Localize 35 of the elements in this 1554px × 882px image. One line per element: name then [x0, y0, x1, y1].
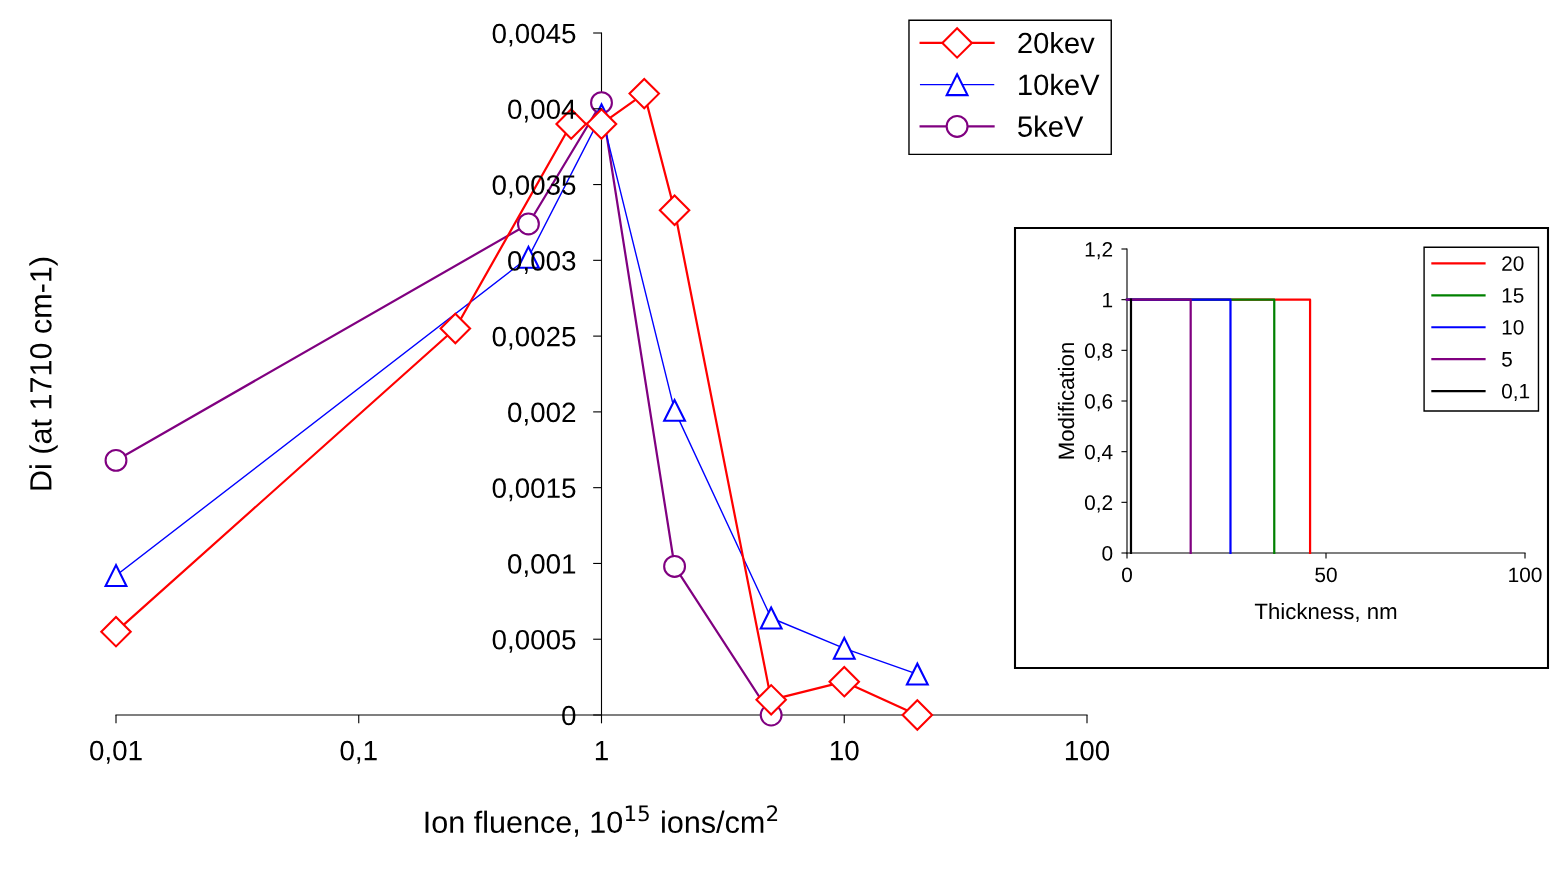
y-axis-title: Modification — [1057, 343, 1075, 459]
x-tick-label: 0,01 — [90, 740, 142, 764]
x-tick-label: 0,1 — [340, 740, 377, 764]
legend-label: 0,1 — [1501, 383, 1530, 402]
legend-label: 5 — [1502, 352, 1512, 367]
x-tick-label: 1 — [595, 741, 608, 761]
y-tick-label: 0,0005 — [492, 629, 576, 653]
y-tick-label: 0 — [562, 705, 576, 726]
legend-label: 20kev — [1018, 31, 1095, 54]
y-tick-label: 0,0025 — [492, 326, 576, 350]
x-tick-label: 50 — [1315, 567, 1337, 583]
y-tick-label: 0,0015 — [492, 478, 576, 502]
y-tick-label: 0,002 — [508, 402, 576, 426]
y-tick-label: 0,0045 — [492, 23, 576, 47]
y-tick-label: 0,004 — [508, 99, 576, 123]
y-tick-label: 0,001 — [508, 554, 576, 578]
x-tick-label: 10 — [830, 740, 859, 761]
legend-label: 15 — [1502, 288, 1524, 303]
y-tick-label: 0,8 — [1084, 343, 1113, 361]
x-axis-title: Thickness, nm — [1254, 602, 1397, 622]
x-tick-label: 0 — [1122, 567, 1132, 583]
y-axis-title: Di (at 1710 cm-1) — [29, 257, 58, 490]
y-tick-label: 1 — [1103, 292, 1113, 308]
y-tick-label: 0 — [1102, 546, 1113, 561]
y-tick-label: 1,2 — [1085, 242, 1113, 260]
legend-label: 10 — [1502, 319, 1524, 335]
y-tick-label: 0,6 — [1084, 394, 1113, 412]
x-tick-label: 100 — [1065, 740, 1110, 761]
legend-label: 5keV — [1018, 115, 1084, 137]
x-tick-label: 100 — [1509, 567, 1542, 583]
legend-label: 20 — [1502, 256, 1524, 271]
y-tick-label: 0,2 — [1084, 495, 1113, 513]
y-tick-label: 0,4 — [1084, 444, 1113, 462]
legend-label: 10keV — [1019, 73, 1100, 96]
x-axis-title: Ion fluence, 10$^{15}$ ions/cm$^{2}$ — [425, 805, 778, 837]
